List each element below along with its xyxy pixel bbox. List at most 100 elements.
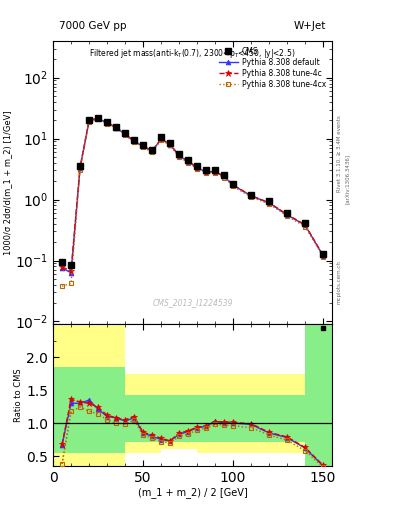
Text: 7000 GeV pp: 7000 GeV pp (59, 21, 126, 31)
Pythia 8.308 default (96, 115, 101, 121)
Pythia 8.308 tune-4cx (321, 254, 325, 260)
CMS (285, 210, 289, 216)
Line: Pythia 8.308 tune-4cx: Pythia 8.308 tune-4cx (60, 117, 325, 289)
CMS (186, 157, 191, 163)
Y-axis label: 1000/σ 2dσ/d(m_1 + m_2) [1/GeV]: 1000/σ 2dσ/d(m_1 + m_2) [1/GeV] (3, 110, 12, 255)
Pythia 8.308 tune-4cx (249, 194, 253, 200)
Pythia 8.308 tune-4c (159, 136, 163, 142)
Pythia 8.308 default (168, 141, 173, 147)
Pythia 8.308 tune-4c (177, 153, 182, 159)
CMS (204, 167, 208, 174)
CMS (177, 152, 182, 158)
Pythia 8.308 tune-4c (96, 115, 101, 121)
Pythia 8.308 default (222, 174, 226, 180)
CMS (303, 220, 307, 226)
CMS (96, 115, 101, 121)
CMS (78, 163, 83, 169)
Pythia 8.308 tune-4cx (96, 116, 101, 122)
Pythia 8.308 tune-4cx (213, 169, 217, 176)
Pythia 8.308 tune-4cx (114, 125, 118, 131)
CMS (267, 198, 272, 204)
CMS (105, 119, 109, 125)
CMS (141, 141, 145, 147)
Pythia 8.308 default (303, 222, 307, 228)
Pythia 8.308 tune-4cx (60, 283, 64, 289)
CMS (213, 167, 217, 174)
Pythia 8.308 tune-4cx (267, 201, 272, 207)
Pythia 8.308 tune-4cx (195, 166, 199, 172)
CMS (222, 172, 226, 178)
Pythia 8.308 tune-4c (222, 173, 226, 179)
Text: [arXiv:1306.3436]: [arXiv:1306.3436] (345, 154, 350, 204)
Pythia 8.308 tune-4cx (87, 119, 92, 125)
Pythia 8.308 default (321, 252, 325, 259)
Text: Rivet 3.1.10, ≥ 3.4M events: Rivet 3.1.10, ≥ 3.4M events (337, 115, 342, 192)
Pythia 8.308 tune-4cx (69, 281, 73, 287)
Pythia 8.308 tune-4c (114, 124, 118, 131)
Pythia 8.308 tune-4c (105, 120, 109, 126)
Pythia 8.308 tune-4cx (177, 154, 182, 160)
Pythia 8.308 tune-4c (123, 131, 127, 137)
X-axis label: (m_1 + m_2) / 2 [GeV]: (m_1 + m_2) / 2 [GeV] (138, 487, 248, 499)
Pythia 8.308 tune-4cx (141, 144, 145, 151)
Pythia 8.308 tune-4cx (159, 137, 163, 143)
Pythia 8.308 default (132, 138, 136, 144)
Line: CMS: CMS (59, 115, 326, 268)
CMS (249, 191, 253, 198)
Text: Filtered jet mass(anti-k$_\mathregular{T}$(0.7), 2300<p$_\mathregular{T}$<450, |: Filtered jet mass(anti-k$_\mathregular{T… (89, 47, 296, 59)
Text: CMS_2013_I1224539: CMS_2013_I1224539 (152, 298, 233, 307)
Pythia 8.308 tune-4c (87, 117, 92, 123)
Pythia 8.308 tune-4c (60, 264, 64, 270)
CMS (321, 250, 325, 257)
Pythia 8.308 tune-4cx (204, 169, 208, 176)
Text: W+Jet: W+Jet (294, 21, 327, 31)
Pythia 8.308 default (195, 165, 199, 171)
Pythia 8.308 tune-4c (321, 252, 325, 259)
Pythia 8.308 tune-4cx (285, 213, 289, 219)
Pythia 8.308 tune-4c (186, 158, 191, 164)
Pythia 8.308 tune-4cx (132, 139, 136, 145)
Pythia 8.308 default (249, 193, 253, 199)
Pythia 8.308 tune-4c (231, 182, 235, 188)
Pythia 8.308 tune-4c (78, 164, 83, 170)
CMS (231, 181, 235, 187)
Pythia 8.308 default (60, 265, 64, 271)
Pythia 8.308 tune-4c (69, 268, 73, 274)
Pythia 8.308 default (267, 200, 272, 206)
CMS (132, 137, 136, 143)
Pythia 8.308 default (231, 182, 235, 188)
Pythia 8.308 default (78, 165, 83, 171)
CMS (195, 163, 199, 169)
Pythia 8.308 default (105, 120, 109, 126)
Pythia 8.308 tune-4cx (231, 183, 235, 189)
Pythia 8.308 default (114, 124, 118, 131)
Pythia 8.308 tune-4cx (303, 224, 307, 230)
Line: Pythia 8.308 tune-4c: Pythia 8.308 tune-4c (59, 115, 326, 274)
Pythia 8.308 tune-4c (213, 168, 217, 175)
Pythia 8.308 tune-4cx (78, 166, 83, 173)
CMS (168, 140, 173, 146)
CMS (87, 117, 92, 123)
Pythia 8.308 tune-4cx (186, 160, 191, 166)
CMS (150, 147, 154, 153)
Pythia 8.308 tune-4c (195, 164, 199, 170)
Pythia 8.308 tune-4cx (168, 142, 173, 148)
CMS (123, 130, 127, 136)
Pythia 8.308 default (159, 136, 163, 142)
Pythia 8.308 default (285, 212, 289, 218)
Pythia 8.308 tune-4c (285, 211, 289, 218)
Pythia 8.308 default (177, 153, 182, 159)
Line: Pythia 8.308 default: Pythia 8.308 default (60, 116, 325, 275)
Pythia 8.308 tune-4cx (222, 175, 226, 181)
Pythia 8.308 default (87, 118, 92, 124)
Pythia 8.308 default (141, 143, 145, 150)
Pythia 8.308 tune-4c (267, 200, 272, 206)
Pythia 8.308 default (213, 169, 217, 175)
Pythia 8.308 tune-4c (168, 141, 173, 147)
Y-axis label: Ratio to CMS: Ratio to CMS (15, 368, 24, 422)
CMS (114, 124, 118, 130)
Pythia 8.308 tune-4cx (150, 149, 154, 155)
CMS (69, 262, 73, 268)
Pythia 8.308 tune-4c (303, 222, 307, 228)
Pythia 8.308 default (204, 169, 208, 175)
